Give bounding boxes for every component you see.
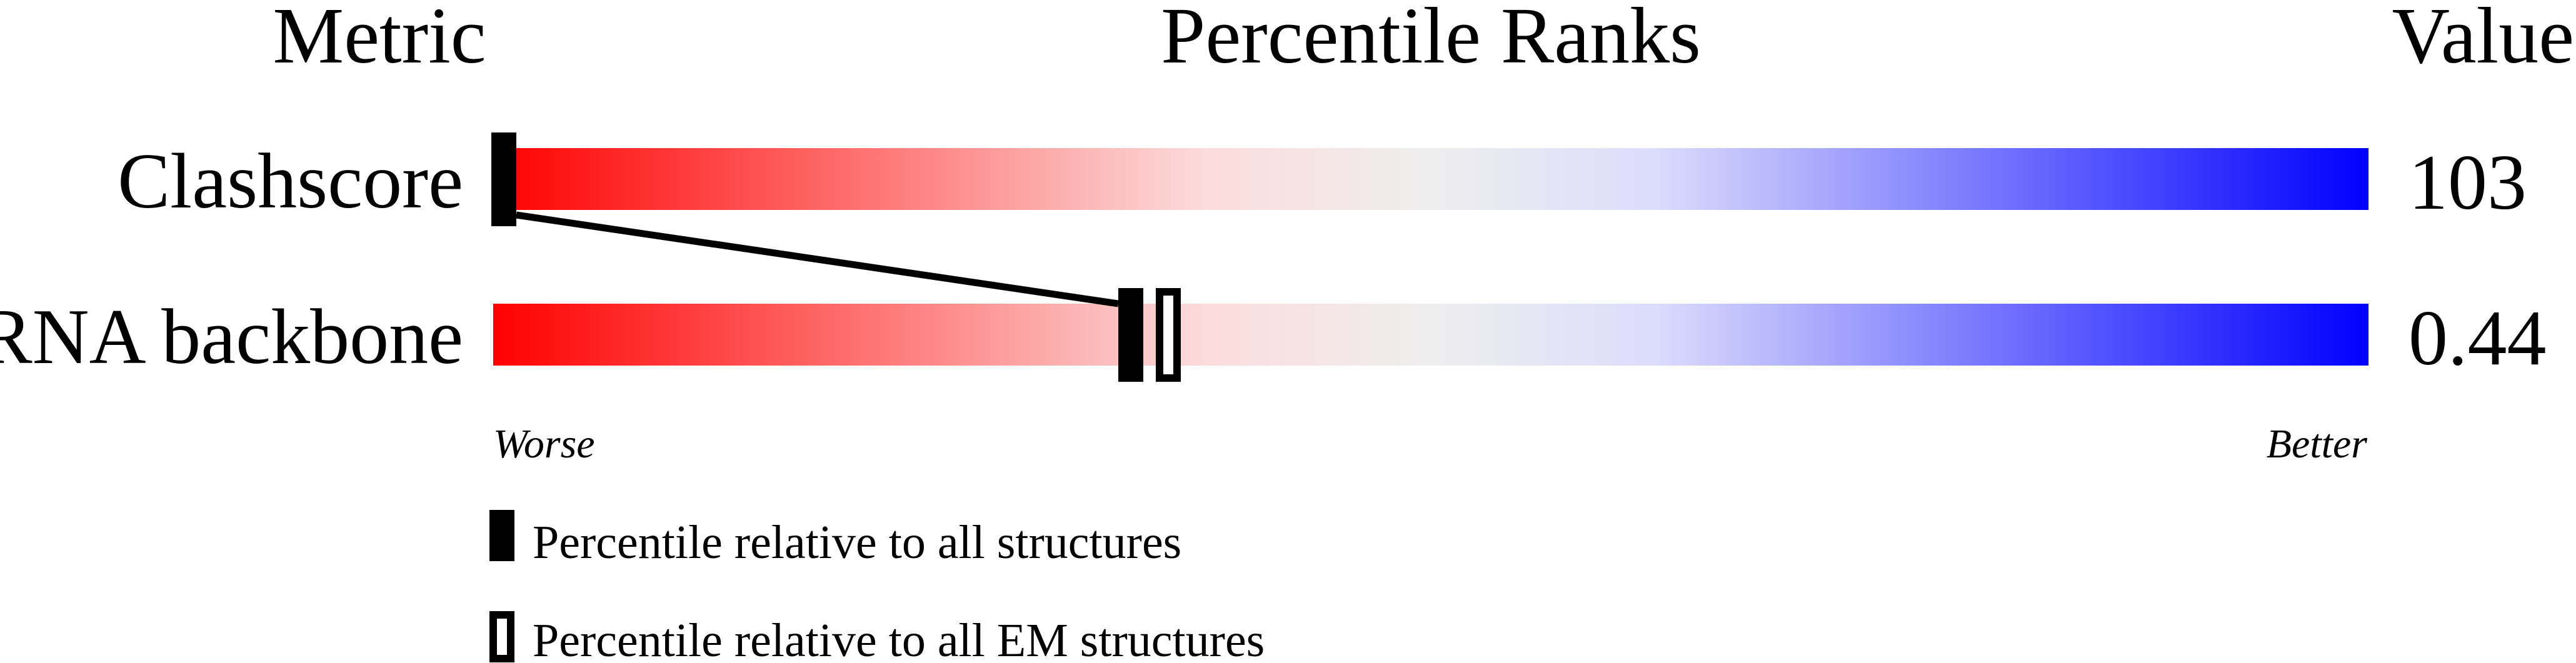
rows: Clashscore 103 RNA backbone 0.44 (0, 132, 2547, 382)
legend-filled-marker (489, 510, 514, 561)
metric-label: Clashscore (118, 138, 463, 225)
percentile-bar (493, 304, 2368, 366)
percentile-all-marker (1118, 288, 1143, 382)
connector-line (516, 211, 1119, 307)
percentile-em-marker (1156, 288, 1181, 382)
legend-em-structures: Percentile relative to all EM structures (533, 614, 1265, 663)
header-percentile-ranks: Percentile Ranks (1161, 0, 1701, 80)
worse-label: Worse (493, 421, 595, 467)
percentile-bar (493, 148, 2368, 210)
header-value: Value (2392, 0, 2574, 80)
legend-open-marker (489, 611, 514, 662)
header-metric: Metric (273, 0, 486, 80)
percentile-all-marker (491, 132, 516, 226)
metric-value: 103 (2408, 139, 2527, 226)
metric-label: RNA backbone (0, 294, 463, 381)
better-label: Better (2267, 421, 2368, 467)
metric-value: 0.44 (2408, 295, 2547, 382)
legend-all-structures: Percentile relative to all structures (533, 516, 1181, 569)
